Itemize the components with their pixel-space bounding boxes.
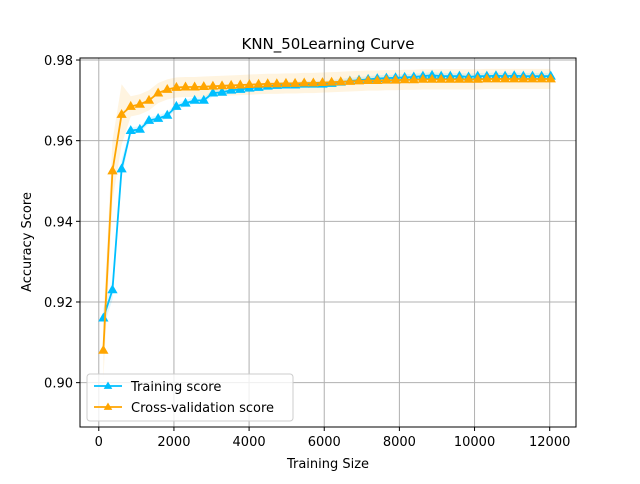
data-point xyxy=(335,76,346,86)
series-layer xyxy=(98,69,556,354)
data-point xyxy=(180,81,191,91)
data-point xyxy=(171,100,182,110)
data-point xyxy=(216,80,228,90)
data-point xyxy=(244,79,255,89)
data-point xyxy=(125,100,136,110)
data-point xyxy=(353,75,365,85)
data-point xyxy=(207,80,219,90)
data-point xyxy=(162,109,173,119)
data-point xyxy=(280,77,292,87)
data-point xyxy=(198,94,209,104)
data-point xyxy=(226,84,237,94)
x-axis-label: Training Size xyxy=(286,457,369,472)
x-tick-label: 0 xyxy=(95,435,103,450)
data-point xyxy=(362,75,374,85)
data-point xyxy=(527,73,538,83)
data-point xyxy=(344,75,356,85)
y-tick-label: 0.90 xyxy=(44,377,73,392)
data-point xyxy=(317,77,328,87)
y-tick-label: 0.92 xyxy=(44,296,73,311)
data-point xyxy=(162,83,173,93)
data-point xyxy=(143,115,155,124)
data-point xyxy=(308,77,319,87)
data-point xyxy=(481,73,492,83)
data-point xyxy=(262,78,273,88)
data-point xyxy=(125,125,136,135)
data-point xyxy=(189,81,200,91)
y-tick-label: 0.94 xyxy=(44,215,73,230)
data-point xyxy=(472,73,483,83)
data-point xyxy=(98,344,109,354)
x-tick-label: 10000 xyxy=(454,435,495,450)
data-point xyxy=(390,74,401,84)
legend-marker xyxy=(103,381,113,389)
data-point xyxy=(134,98,145,108)
data-point xyxy=(536,73,547,83)
data-point xyxy=(171,81,182,91)
data-point xyxy=(253,78,264,88)
data-point xyxy=(545,73,556,83)
data-point xyxy=(381,74,392,84)
data-point xyxy=(226,79,237,89)
x-tick-label: 6000 xyxy=(308,435,341,450)
legend: Training score Cross-validation score xyxy=(86,373,294,422)
data-point xyxy=(399,74,410,84)
data-point xyxy=(463,73,474,83)
data-point xyxy=(216,86,228,96)
data-point xyxy=(235,79,246,89)
data-point xyxy=(518,73,529,83)
x-tick-label: 2000 xyxy=(157,435,190,450)
x-tick-label: 12000 xyxy=(529,435,570,450)
chart-title: KNN_50Learning Curve xyxy=(241,35,414,54)
legend-label: Training score xyxy=(130,380,221,395)
data-point xyxy=(426,73,438,83)
data-point xyxy=(509,73,520,83)
legend-marker xyxy=(103,402,113,410)
data-point xyxy=(408,74,419,84)
data-point xyxy=(143,94,155,104)
data-point xyxy=(445,73,456,83)
x-tick-label: 8000 xyxy=(383,435,416,450)
data-point xyxy=(299,77,310,87)
data-point xyxy=(289,77,301,87)
data-point xyxy=(490,73,502,83)
y-axis-ticks: 0.90 0.92 0.94 0.96 0.98 xyxy=(44,54,80,392)
data-point xyxy=(189,94,200,104)
legend-box xyxy=(86,373,294,422)
data-point xyxy=(180,97,191,107)
data-point xyxy=(271,78,282,88)
data-point xyxy=(198,81,209,91)
data-point xyxy=(134,123,145,133)
data-point xyxy=(436,73,447,83)
data-point xyxy=(417,73,429,83)
plot-frame xyxy=(79,57,577,428)
legend-label: Cross-validation score xyxy=(131,401,274,416)
data-point xyxy=(116,108,127,118)
data-point xyxy=(152,87,164,97)
y-tick-label: 0.98 xyxy=(44,54,73,69)
data-point xyxy=(235,83,246,93)
data-point xyxy=(207,87,219,97)
data-point xyxy=(326,76,337,86)
data-point xyxy=(152,112,164,122)
data-point xyxy=(499,73,511,83)
data-point xyxy=(107,284,118,294)
x-tick-label: 4000 xyxy=(233,435,266,450)
data-point xyxy=(454,73,465,83)
data-point xyxy=(107,165,118,175)
data-point xyxy=(116,163,127,173)
y-axis-label: Accuracy Score xyxy=(20,192,35,292)
x-axis-ticks: 0 2000 4000 6000 8000 10000 12000 xyxy=(95,427,570,450)
y-tick-label: 0.96 xyxy=(44,135,73,150)
data-point xyxy=(372,75,383,85)
